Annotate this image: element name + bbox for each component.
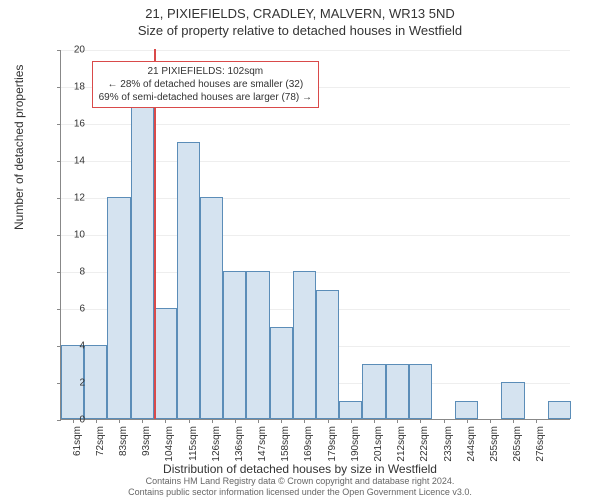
xtick-label: 115sqm <box>188 426 199 476</box>
histogram-bar <box>316 290 339 420</box>
ytick-label: 10 <box>55 230 85 241</box>
xtick-label: 61sqm <box>72 426 83 476</box>
info-box-line2: ← 28% of detached houses are smaller (32… <box>99 78 312 91</box>
histogram-bar <box>455 401 478 420</box>
xtick-label: 158sqm <box>280 426 291 476</box>
xtick-label: 169sqm <box>303 426 314 476</box>
ytick-label: 8 <box>55 267 85 278</box>
xtick-label: 276sqm <box>535 426 546 476</box>
xtick-mark <box>165 419 166 423</box>
xtick-mark <box>142 419 143 423</box>
ytick-label: 20 <box>55 45 85 56</box>
histogram-bar <box>362 364 385 420</box>
histogram-bar <box>386 364 409 420</box>
histogram-bar <box>131 86 154 419</box>
xtick-mark <box>536 419 537 423</box>
histogram-bar <box>501 382 524 419</box>
xtick-label: 179sqm <box>327 426 338 476</box>
histogram-bar <box>223 271 246 419</box>
y-axis-label: Number of detached properties <box>12 65 26 230</box>
xtick-mark <box>328 419 329 423</box>
histogram-bar <box>548 401 571 420</box>
xtick-mark <box>513 419 514 423</box>
histogram-bar <box>107 197 130 419</box>
histogram-bar <box>293 271 316 419</box>
xtick-label: 201sqm <box>373 426 384 476</box>
xtick-label: 233sqm <box>443 426 454 476</box>
histogram-bar <box>177 142 200 420</box>
footer-attribution: Contains HM Land Registry data © Crown c… <box>0 476 600 498</box>
chart-header: 21, PIXIEFIELDS, CRADLEY, MALVERN, WR13 … <box>0 0 600 38</box>
histogram-bar <box>339 401 362 420</box>
histogram-bar <box>409 364 432 420</box>
ytick-label: 14 <box>55 156 85 167</box>
xtick-mark <box>444 419 445 423</box>
xtick-mark <box>490 419 491 423</box>
xtick-mark <box>281 419 282 423</box>
ytick-label: 12 <box>55 193 85 204</box>
ytick-label: 4 <box>55 341 85 352</box>
xtick-label: 190sqm <box>350 426 361 476</box>
x-axis-label: Distribution of detached houses by size … <box>0 462 600 476</box>
xtick-mark <box>397 419 398 423</box>
histogram-bar <box>246 271 269 419</box>
xtick-label: 222sqm <box>419 426 430 476</box>
xtick-mark <box>420 419 421 423</box>
title-address: 21, PIXIEFIELDS, CRADLEY, MALVERN, WR13 … <box>0 6 600 21</box>
info-box-line3: 69% of semi-detached houses are larger (… <box>99 91 312 104</box>
chart-plot-area: 21 PIXIEFIELDS: 102sqm← 28% of detached … <box>60 50 570 420</box>
ytick-label: 0 <box>55 415 85 426</box>
xtick-mark <box>374 419 375 423</box>
xtick-mark <box>235 419 236 423</box>
footer-line1: Contains HM Land Registry data © Crown c… <box>0 476 600 487</box>
xtick-label: 244sqm <box>466 426 477 476</box>
footer-line2: Contains public sector information licen… <box>0 487 600 498</box>
xtick-label: 104sqm <box>164 426 175 476</box>
xtick-mark <box>304 419 305 423</box>
ytick-label: 6 <box>55 304 85 315</box>
xtick-label: 83sqm <box>118 426 129 476</box>
histogram-bar <box>200 197 223 419</box>
xtick-label: 212sqm <box>396 426 407 476</box>
gridline <box>61 50 570 51</box>
ytick-label: 2 <box>55 378 85 389</box>
xtick-mark <box>96 419 97 423</box>
title-subtitle: Size of property relative to detached ho… <box>0 23 600 38</box>
xtick-mark <box>467 419 468 423</box>
xtick-mark <box>351 419 352 423</box>
ytick-label: 18 <box>55 82 85 93</box>
xtick-label: 255sqm <box>489 426 500 476</box>
histogram-bar <box>84 345 107 419</box>
xtick-mark <box>189 419 190 423</box>
property-info-box: 21 PIXIEFIELDS: 102sqm← 28% of detached … <box>92 61 319 108</box>
xtick-label: 265sqm <box>512 426 523 476</box>
xtick-label: 72sqm <box>95 426 106 476</box>
xtick-mark <box>212 419 213 423</box>
xtick-label: 93sqm <box>141 426 152 476</box>
ytick-label: 16 <box>55 119 85 130</box>
xtick-label: 136sqm <box>234 426 245 476</box>
xtick-mark <box>258 419 259 423</box>
info-box-line1: 21 PIXIEFIELDS: 102sqm <box>99 65 312 78</box>
xtick-label: 126sqm <box>211 426 222 476</box>
histogram-bar <box>270 327 293 420</box>
xtick-label: 147sqm <box>257 426 268 476</box>
xtick-mark <box>119 419 120 423</box>
histogram-bar <box>154 308 177 419</box>
